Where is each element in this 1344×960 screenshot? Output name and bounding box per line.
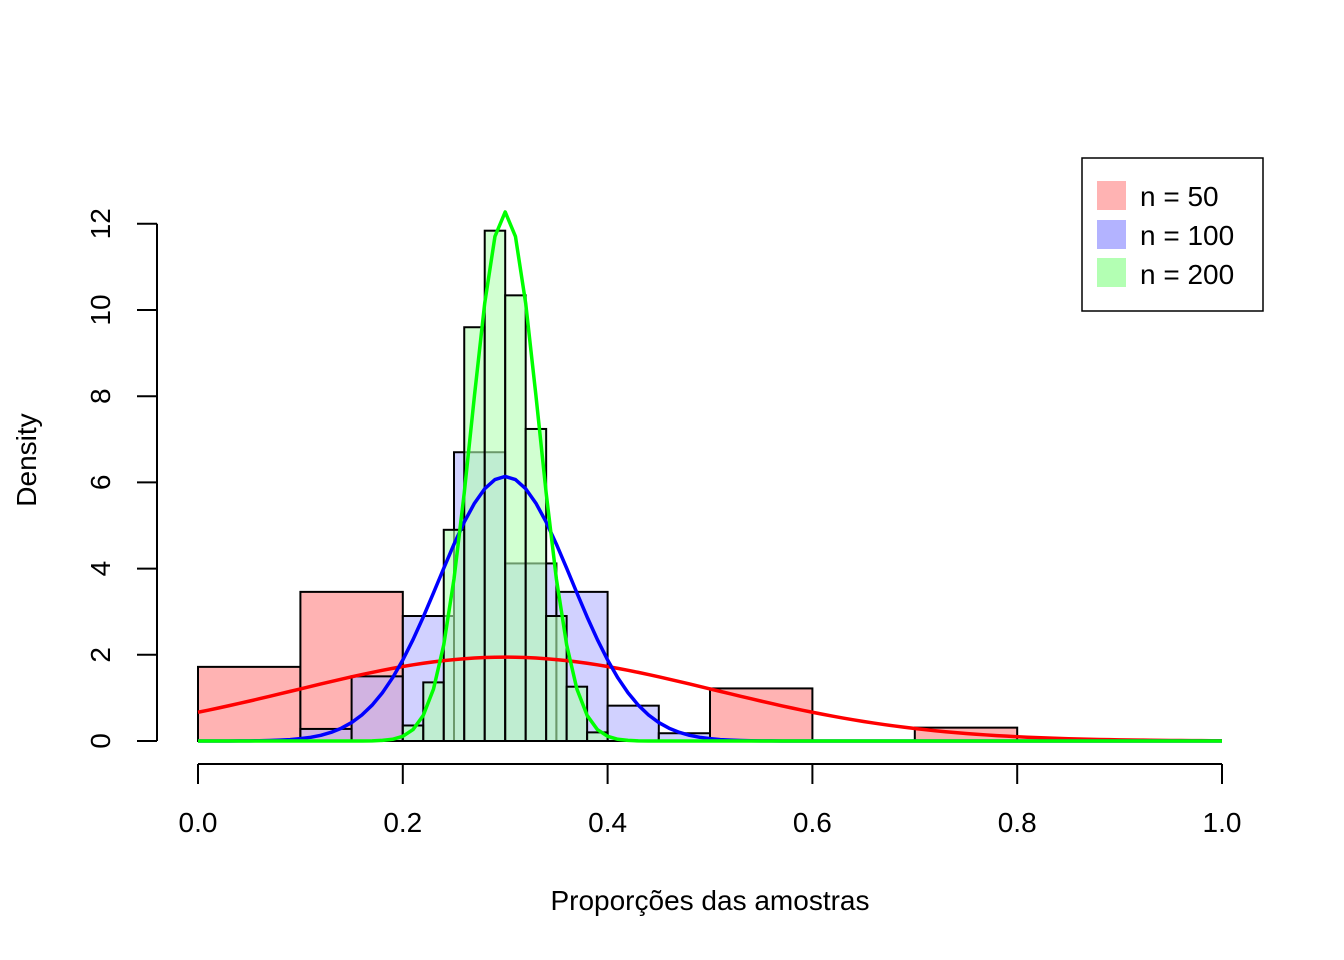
legend-label-n50: n = 50: [1140, 181, 1219, 212]
density-curve-series0: [197, 655, 1223, 743]
y-tick-label-1: 2: [85, 647, 116, 663]
legend-swatch-n100: [1097, 220, 1126, 249]
legend-label-n200: n = 200: [1140, 259, 1234, 290]
bar-series0-bin5: [709, 687, 814, 743]
y-tick-label-6: 12: [85, 208, 116, 239]
x-tick-label-4: 0.8: [998, 807, 1037, 838]
bar-series2-bin5: [504, 294, 527, 742]
legend-swatch-n50: [1097, 181, 1126, 210]
bars-layer: [197, 229, 1019, 743]
x-tick-label-2: 0.4: [588, 807, 627, 838]
x-tick-label-0: 0.0: [179, 807, 218, 838]
y-tick-label-0: 0: [85, 733, 116, 749]
bar-series2-bin8: [565, 685, 589, 742]
bar-series1-bin6: [606, 704, 660, 743]
x-axis: 0.0 0.2 0.4 0.6 0.8 1.0: [179, 763, 1242, 838]
y-ticks: 0 2 4 6 8 10 12: [85, 208, 157, 749]
legend-label-n100: n = 100: [1140, 220, 1234, 251]
bar-series2-bin6: [524, 427, 548, 742]
y-axis-title: Density: [11, 413, 42, 506]
x-tick-label-1: 0.2: [383, 807, 422, 838]
x-ticks: 0.0 0.2 0.4 0.6 0.8 1.0: [179, 764, 1242, 838]
bar-series0-bin0: [197, 665, 302, 742]
x-axis-title: Proporções das amostras: [550, 885, 869, 916]
x-tick-label-3: 0.6: [793, 807, 832, 838]
x-tick-label-5: 1.0: [1203, 807, 1242, 838]
y-tick-label-4: 8: [85, 388, 116, 404]
y-tick-label-3: 6: [85, 475, 116, 491]
bar-series1-bin1: [350, 675, 404, 742]
density-curve-series2: [198, 210, 1222, 743]
y-tick-label-2: 4: [85, 561, 116, 577]
y-tick-label-5: 10: [85, 294, 116, 325]
y-axis: 0 2 4 6 8 10 12: [85, 208, 158, 749]
bar-series2-bin7: [545, 615, 568, 743]
legend-swatch-n200: [1097, 258, 1126, 287]
legend: n = 50 n = 100 n = 200: [1081, 157, 1264, 312]
density-curves-layer: [197, 210, 1223, 743]
